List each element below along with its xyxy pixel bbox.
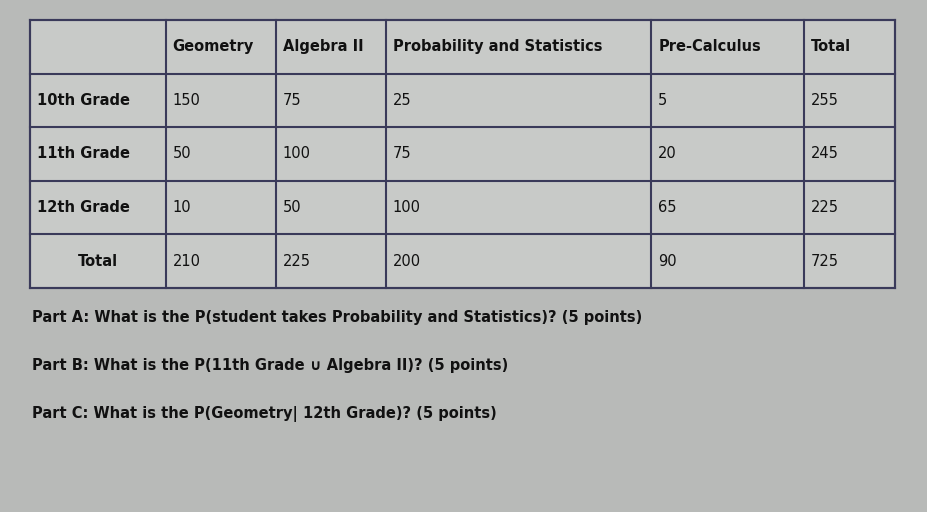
Text: Total: Total <box>78 254 118 269</box>
Bar <box>30 20 895 288</box>
Text: 25: 25 <box>393 93 412 108</box>
Text: Total: Total <box>810 39 851 54</box>
Text: 150: 150 <box>172 93 200 108</box>
Text: 11th Grade: 11th Grade <box>37 146 130 161</box>
Text: 245: 245 <box>810 146 838 161</box>
Text: 20: 20 <box>658 146 677 161</box>
Text: Geometry: Geometry <box>172 39 254 54</box>
Text: 12th Grade: 12th Grade <box>37 200 130 215</box>
Text: 90: 90 <box>658 254 677 269</box>
Text: 100: 100 <box>283 146 311 161</box>
Text: 65: 65 <box>658 200 677 215</box>
Text: 255: 255 <box>810 93 838 108</box>
Text: Part A: What is the P(student takes Probability and Statistics)? (5 points): Part A: What is the P(student takes Prob… <box>32 310 642 325</box>
Text: Part B: What is the P(11th Grade ∪ Algebra II)? (5 points): Part B: What is the P(11th Grade ∪ Algeb… <box>32 358 508 373</box>
Text: Part C: What is the P(Geometry| 12th Grade)? (5 points): Part C: What is the P(Geometry| 12th Gra… <box>32 406 497 422</box>
Text: 725: 725 <box>810 254 839 269</box>
Text: Algebra II: Algebra II <box>283 39 363 54</box>
Text: 10th Grade: 10th Grade <box>37 93 130 108</box>
Text: 75: 75 <box>393 146 412 161</box>
Text: 50: 50 <box>283 200 301 215</box>
Text: Pre-Calculus: Pre-Calculus <box>658 39 761 54</box>
Text: 10: 10 <box>172 200 191 215</box>
Text: 5: 5 <box>658 93 667 108</box>
Text: 50: 50 <box>172 146 191 161</box>
Text: 75: 75 <box>283 93 301 108</box>
Text: 210: 210 <box>172 254 200 269</box>
Text: 100: 100 <box>393 200 421 215</box>
Text: 225: 225 <box>810 200 839 215</box>
Text: 225: 225 <box>283 254 311 269</box>
Text: 200: 200 <box>393 254 421 269</box>
Text: Probability and Statistics: Probability and Statistics <box>393 39 603 54</box>
